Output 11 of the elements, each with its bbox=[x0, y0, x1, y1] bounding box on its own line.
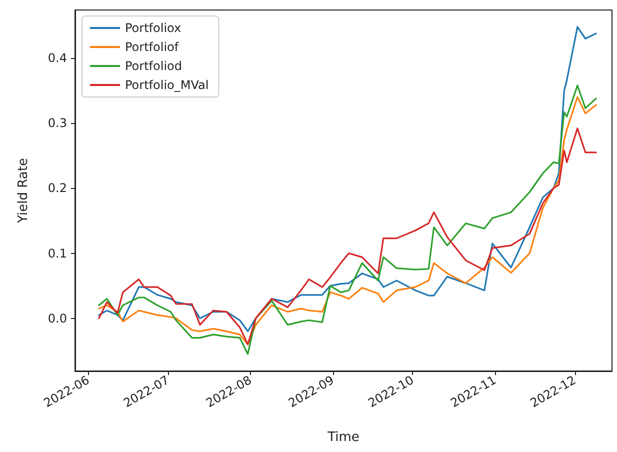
legend-label: Portfoliof bbox=[125, 40, 180, 54]
y-tick-label: 0.3 bbox=[48, 116, 67, 130]
legend-label: Portfoliod bbox=[125, 59, 182, 73]
y-axis-title: Yield Rate bbox=[16, 158, 31, 224]
y-tick-label: 0.0 bbox=[48, 311, 67, 326]
legend-label: Portfolio_MVal bbox=[125, 78, 209, 92]
y-tick-label: 0.4 bbox=[48, 51, 67, 66]
x-axis-title: Time bbox=[326, 430, 360, 445]
y-tick-label: 0.1 bbox=[48, 246, 67, 260]
legend-label: Portfoliox bbox=[125, 21, 182, 35]
y-tick-label: 0.2 bbox=[48, 181, 67, 196]
